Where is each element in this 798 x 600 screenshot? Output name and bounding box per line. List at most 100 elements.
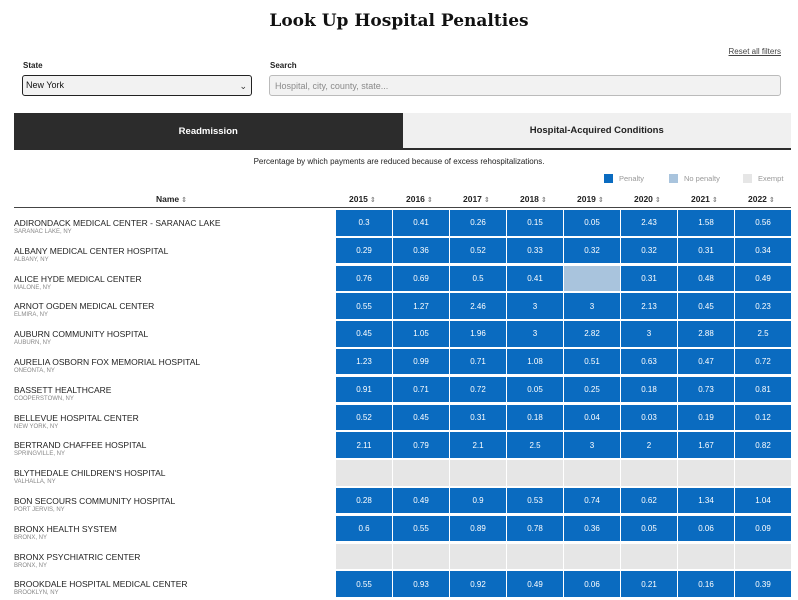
penalty-cell[interactable]: 0.12: [735, 404, 791, 431]
penalty-cell[interactable]: 0.16: [678, 571, 734, 597]
hospital-name[interactable]: BASSETT HEALTHCARE: [14, 384, 112, 395]
penalty-cell[interactable]: 0.76: [336, 265, 392, 292]
hospital-name[interactable]: ADIRONDACK MEDICAL CENTER - SARANAC LAKE: [14, 218, 221, 228]
penalty-cell[interactable]: 0.62: [621, 487, 677, 514]
penalty-cell[interactable]: 0.72: [450, 376, 506, 403]
penalty-cell[interactable]: 2.1: [450, 432, 506, 458]
penalty-cell[interactable]: 0.04: [564, 404, 620, 431]
penalty-cell[interactable]: 0.31: [678, 237, 734, 264]
column-header-year[interactable]: 2022 ⇕: [748, 194, 775, 204]
hospital-name[interactable]: BRONX HEALTH SYSTEM: [14, 523, 117, 534]
penalty-cell[interactable]: 2: [621, 432, 677, 458]
penalty-cell[interactable]: [336, 543, 392, 570]
penalty-cell[interactable]: 0.56: [735, 210, 791, 236]
penalty-cell[interactable]: 0.15: [507, 210, 563, 236]
hospital-name[interactable]: BLYTHEDALE CHILDREN'S HOSPITAL: [14, 468, 166, 479]
penalty-cell[interactable]: 0.51: [564, 348, 620, 375]
penalty-cell[interactable]: 2.82: [564, 321, 620, 347]
penalty-cell[interactable]: [450, 460, 506, 486]
penalty-cell[interactable]: [564, 460, 620, 486]
penalty-cell[interactable]: [735, 460, 791, 486]
penalty-cell[interactable]: 0.99: [393, 348, 449, 375]
penalty-cell[interactable]: 0.18: [621, 376, 677, 403]
penalty-cell[interactable]: 2.46: [450, 293, 506, 319]
penalty-cell[interactable]: 0.06: [564, 571, 620, 597]
penalty-cell[interactable]: 0.93: [393, 571, 449, 597]
penalty-cell[interactable]: [393, 460, 449, 486]
penalty-cell[interactable]: 0.21: [621, 571, 677, 597]
penalty-cell[interactable]: 2.88: [678, 321, 734, 347]
penalty-cell[interactable]: 0.78: [507, 515, 563, 542]
penalty-cell[interactable]: 0.32: [564, 237, 620, 264]
penalty-cell[interactable]: 0.82: [735, 432, 791, 458]
penalty-cell[interactable]: 0.45: [336, 321, 392, 347]
penalty-cell[interactable]: 0.26: [450, 210, 506, 236]
penalty-cell[interactable]: 0.31: [621, 265, 677, 292]
penalty-cell[interactable]: 0.29: [336, 237, 392, 264]
column-header-year[interactable]: 2021 ⇕: [691, 194, 718, 204]
penalty-cell[interactable]: 0.28: [336, 487, 392, 514]
penalty-cell[interactable]: 0.25: [564, 376, 620, 403]
penalty-cell[interactable]: 0.55: [336, 571, 392, 597]
penalty-cell[interactable]: 0.52: [336, 404, 392, 431]
column-header-name[interactable]: Name ⇕: [156, 194, 187, 204]
penalty-cell[interactable]: 0.32: [621, 237, 677, 264]
penalty-cell[interactable]: 2.13: [621, 293, 677, 319]
column-header-year[interactable]: 2016 ⇕: [406, 194, 433, 204]
penalty-cell[interactable]: 0.72: [735, 348, 791, 375]
penalty-cell[interactable]: 2.5: [507, 432, 563, 458]
penalty-cell[interactable]: 0.74: [564, 487, 620, 514]
penalty-cell[interactable]: 1.23: [336, 348, 392, 375]
hospital-name[interactable]: BERTRAND CHAFFEE HOSPITAL: [14, 440, 147, 451]
penalty-cell[interactable]: 0.91: [336, 376, 392, 403]
hospital-name[interactable]: ARNOT OGDEN MEDICAL CENTER: [14, 301, 155, 312]
penalty-cell[interactable]: 1.08: [507, 348, 563, 375]
penalty-cell[interactable]: 1.27: [393, 293, 449, 319]
penalty-cell[interactable]: 1.04: [735, 487, 791, 514]
hospital-name[interactable]: ALBANY MEDICAL CENTER HOSPITAL: [14, 245, 169, 256]
penalty-cell[interactable]: [735, 543, 791, 570]
penalty-cell[interactable]: 0.63: [621, 348, 677, 375]
column-header-year[interactable]: 2015 ⇕: [349, 194, 376, 204]
penalty-cell[interactable]: 0.47: [678, 348, 734, 375]
penalty-cell[interactable]: 0.09: [735, 515, 791, 542]
penalty-cell[interactable]: [507, 543, 563, 570]
state-select[interactable]: New York ⌄: [22, 75, 252, 96]
penalty-cell[interactable]: 0.45: [393, 404, 449, 431]
penalty-cell[interactable]: 0.89: [450, 515, 506, 542]
penalty-cell[interactable]: [450, 543, 506, 570]
penalty-cell[interactable]: 0.06: [678, 515, 734, 542]
penalty-cell[interactable]: 0.92: [450, 571, 506, 597]
hospital-name[interactable]: BELLEVUE HOSPITAL CENTER: [14, 412, 139, 423]
tab-hospital-acquired-conditions[interactable]: Hospital-Acquired Conditions: [402, 113, 791, 150]
search-input[interactable]: [269, 75, 781, 96]
penalty-cell[interactable]: 3: [564, 293, 620, 319]
penalty-cell[interactable]: 0.18: [507, 404, 563, 431]
penalty-cell[interactable]: 1.96: [450, 321, 506, 347]
penalty-cell[interactable]: [564, 543, 620, 570]
penalty-cell[interactable]: 0.41: [393, 210, 449, 236]
column-header-year[interactable]: 2018 ⇕: [520, 194, 547, 204]
penalty-cell[interactable]: 0.41: [507, 265, 563, 292]
penalty-cell[interactable]: 0.05: [621, 515, 677, 542]
penalty-cell[interactable]: 0.05: [564, 210, 620, 236]
penalty-cell[interactable]: 0.79: [393, 432, 449, 458]
penalty-cell[interactable]: 0.33: [507, 237, 563, 264]
hospital-name[interactable]: BON SECOURS COMMUNITY HOSPITAL: [14, 495, 176, 506]
penalty-cell[interactable]: [393, 543, 449, 570]
penalty-cell[interactable]: 3: [507, 293, 563, 319]
penalty-cell[interactable]: [621, 460, 677, 486]
hospital-name[interactable]: BROOKDALE HOSPITAL MEDICAL CENTER: [14, 579, 188, 590]
penalty-cell[interactable]: 0.31: [450, 404, 506, 431]
penalty-cell[interactable]: 0.39: [735, 571, 791, 597]
penalty-cell[interactable]: 2.5: [735, 321, 791, 347]
penalty-cell[interactable]: 0.5: [450, 265, 506, 292]
penalty-cell[interactable]: [564, 265, 620, 292]
penalty-cell[interactable]: 0.53: [507, 487, 563, 514]
penalty-cell[interactable]: 0.48: [678, 265, 734, 292]
penalty-cell[interactable]: 0.55: [393, 515, 449, 542]
penalty-cell[interactable]: 0.05: [507, 376, 563, 403]
column-header-year[interactable]: 2019 ⇕: [577, 194, 604, 204]
penalty-cell[interactable]: 3: [507, 321, 563, 347]
penalty-cell[interactable]: 0.55: [336, 293, 392, 319]
